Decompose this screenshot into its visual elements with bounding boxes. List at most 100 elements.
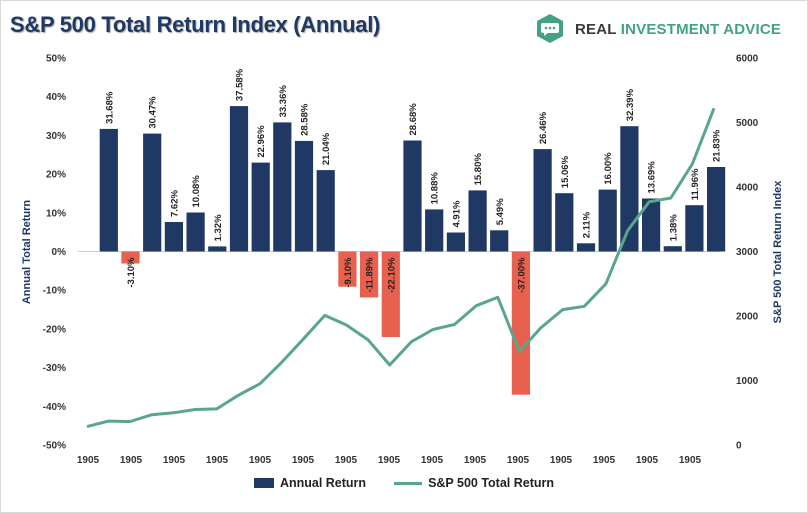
- bar-data-label: 1.38%: [668, 214, 679, 241]
- x-tick-label: 1905: [421, 455, 444, 466]
- x-tick-label: 1905: [120, 455, 143, 466]
- bar: [164, 222, 183, 252]
- bar: [642, 198, 661, 252]
- bar-data-label: 30.47%: [148, 96, 159, 129]
- bar: [555, 193, 574, 252]
- bar-data-label: -3.10%: [126, 257, 137, 288]
- brand-logo: REAL INVESTMENT ADVICE: [533, 12, 781, 46]
- bar: [273, 122, 292, 252]
- bar: [403, 140, 422, 252]
- bar-data-label: 16.00%: [603, 152, 614, 185]
- bar-data-label: 4.91%: [451, 200, 462, 227]
- bar-data-label: 32.39%: [625, 88, 636, 121]
- y-tick-label: -40%: [43, 402, 66, 413]
- x-tick-label: 1905: [335, 455, 358, 466]
- bar-data-label: 33.36%: [278, 85, 289, 118]
- brand-name: REAL INVESTMENT ADVICE: [575, 21, 781, 38]
- bar-data-label: 15.06%: [560, 155, 571, 188]
- bar: [598, 189, 617, 252]
- y-tick-label: -30%: [43, 363, 66, 374]
- bar: [685, 205, 704, 252]
- bar-data-label: 10.88%: [430, 172, 441, 205]
- x-tick-label: 1905: [593, 455, 616, 466]
- y2-tick-label: 1000: [736, 376, 759, 387]
- bar: [707, 167, 726, 252]
- speech-bubble-ellipsis-icon: [537, 14, 563, 43]
- legend-label-total-return: S&P 500 Total Return: [428, 476, 555, 490]
- bar-data-label: 22.96%: [256, 125, 267, 158]
- legend-label-annual-return: Annual Return: [279, 476, 367, 490]
- y2-axis-title: S&P 500 Total Return Index: [772, 180, 784, 324]
- bar-data-label: 31.68%: [104, 91, 115, 124]
- x-tick-label: 1905: [636, 455, 659, 466]
- legend-item-total-return: S&P 500 Total Return: [394, 476, 554, 490]
- bar-data-label: 28.68%: [408, 103, 419, 136]
- bar-data-label: 5.49%: [495, 198, 506, 225]
- brand-name-part1: REAL: [575, 20, 621, 38]
- brand-name-part2: INVESTMENT ADVICE: [620, 20, 782, 38]
- bar: [533, 149, 552, 252]
- bar: [99, 128, 118, 252]
- x-tick-label: 1905: [464, 455, 487, 466]
- bar: [121, 251, 140, 264]
- x-tick-label: 1905: [206, 455, 229, 466]
- x-tick-label: 1905: [550, 455, 573, 466]
- bar-data-label: 28.58%: [300, 103, 311, 136]
- y-tick-label: 20%: [46, 170, 66, 181]
- y-axis-title: Annual Total Return: [21, 200, 33, 305]
- bar-data-label: 13.69%: [647, 161, 658, 194]
- y-tick-label: 30%: [46, 131, 66, 142]
- y2-tick-label: 4000: [736, 183, 759, 194]
- bar: [511, 251, 530, 395]
- legend-swatch-bar: [253, 478, 274, 488]
- bar: [381, 251, 400, 337]
- x-tick-label: 1905: [292, 455, 315, 466]
- y-tick-label: 0%: [52, 247, 67, 258]
- bar-data-label: 21.04%: [321, 132, 332, 165]
- bar-data-label: 21.83%: [712, 129, 723, 162]
- bar: [620, 126, 639, 252]
- y2-tick-label: 3000: [736, 247, 759, 258]
- bar-data-label: -22.10%: [386, 257, 397, 293]
- y2-tick-label: 0: [736, 441, 742, 452]
- bar-data-label: 15.80%: [473, 153, 484, 186]
- bar: [360, 251, 379, 298]
- x-tick-label: 1905: [507, 455, 530, 466]
- bar: [229, 106, 249, 252]
- bar-data-label: -37.00%: [516, 257, 527, 293]
- bar-data-label: 7.62%: [169, 190, 180, 217]
- bar-data-label: 1.32%: [213, 214, 224, 241]
- bar: [338, 251, 357, 287]
- y-tick-label: 40%: [46, 92, 66, 103]
- y-tick-label: 10%: [46, 208, 66, 219]
- x-tick-label: 1905: [249, 455, 272, 466]
- bar: [663, 246, 682, 252]
- legend-swatch-line: [394, 481, 423, 485]
- chart-title: S&P 500 Total Return Index (Annual): [10, 12, 381, 37]
- x-tick-label: 1905: [163, 455, 186, 466]
- bar: [294, 140, 314, 252]
- bar-data-label: 2.11%: [582, 211, 593, 238]
- x-tick-label: 1905: [679, 455, 702, 466]
- bar-data-label: 26.46%: [538, 111, 549, 144]
- x-tick-label: 1905: [77, 455, 100, 466]
- chart-legend: Annual Return S&P 500 Total Return: [0, 476, 808, 490]
- bar: [446, 232, 465, 252]
- bar: [468, 190, 487, 252]
- bar-data-label: -11.89%: [365, 257, 376, 292]
- y-tick-label: 50%: [46, 54, 66, 65]
- bar: [425, 209, 444, 252]
- bar: [251, 162, 270, 252]
- bar: [490, 230, 509, 252]
- y2-tick-label: 5000: [736, 118, 759, 129]
- bar-data-label: 11.96%: [690, 168, 701, 200]
- bar: [576, 243, 596, 252]
- bar: [186, 212, 205, 252]
- y2-tick-label: 2000: [736, 312, 759, 323]
- legend-item-annual-return: Annual Return: [253, 476, 367, 490]
- y-tick-label: -10%: [43, 286, 66, 297]
- bar: [143, 133, 162, 252]
- bar-data-label: 37.58%: [235, 68, 246, 101]
- y-tick-label: -50%: [43, 441, 66, 452]
